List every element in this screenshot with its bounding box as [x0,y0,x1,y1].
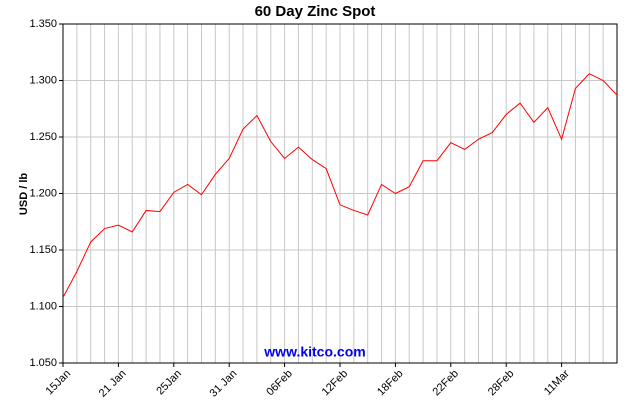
y-tick-label: 1.200 [29,187,57,199]
x-tick-label: 25Jan [154,368,184,398]
x-tick-label: 11Mar [542,367,572,397]
x-tick-label: 21 Jan [97,368,129,400]
line-series [62,73,618,298]
x-tick-label: 18Feb [375,368,406,399]
x-tick-label: 31 Jan [208,368,240,400]
plot-border [62,23,618,364]
y-tick-label: 1.350 [29,18,57,30]
y-tick-label: 1.150 [29,244,57,256]
chart-title: 60 Day Zinc Spot [255,3,376,20]
y-axis-label: USD / lb [18,173,30,215]
y-tick-label: 1.300 [29,74,57,86]
x-tick-label: 12Feb [320,368,351,399]
x-tick-label: 22Feb [430,368,461,399]
y-tick-label: 1.250 [29,131,57,143]
x-tick-label: 15Jan [44,368,74,398]
y-tick-label: 1.050 [29,357,57,369]
watermark: www.kitco.com [263,344,365,360]
y-tick-label: 1.100 [29,300,57,312]
x-tick-label: 06Feb [264,368,295,399]
x-tick-label: 28Feb [486,368,517,399]
